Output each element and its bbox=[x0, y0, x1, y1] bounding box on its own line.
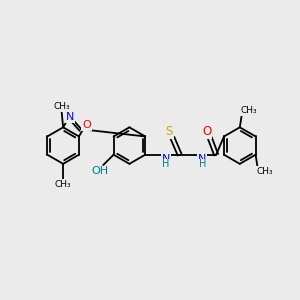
Text: CH₃: CH₃ bbox=[240, 106, 257, 115]
Text: N: N bbox=[65, 112, 74, 122]
Text: N: N bbox=[198, 154, 206, 164]
Text: S: S bbox=[166, 125, 173, 138]
Text: CH₃: CH₃ bbox=[55, 180, 71, 189]
Text: OH: OH bbox=[92, 167, 109, 176]
Text: H: H bbox=[199, 159, 206, 170]
Text: O: O bbox=[82, 120, 91, 130]
Text: N: N bbox=[162, 154, 170, 164]
Text: O: O bbox=[202, 125, 212, 138]
Text: CH₃: CH₃ bbox=[53, 102, 70, 111]
Text: CH₃: CH₃ bbox=[256, 167, 273, 176]
Text: H: H bbox=[162, 159, 169, 170]
